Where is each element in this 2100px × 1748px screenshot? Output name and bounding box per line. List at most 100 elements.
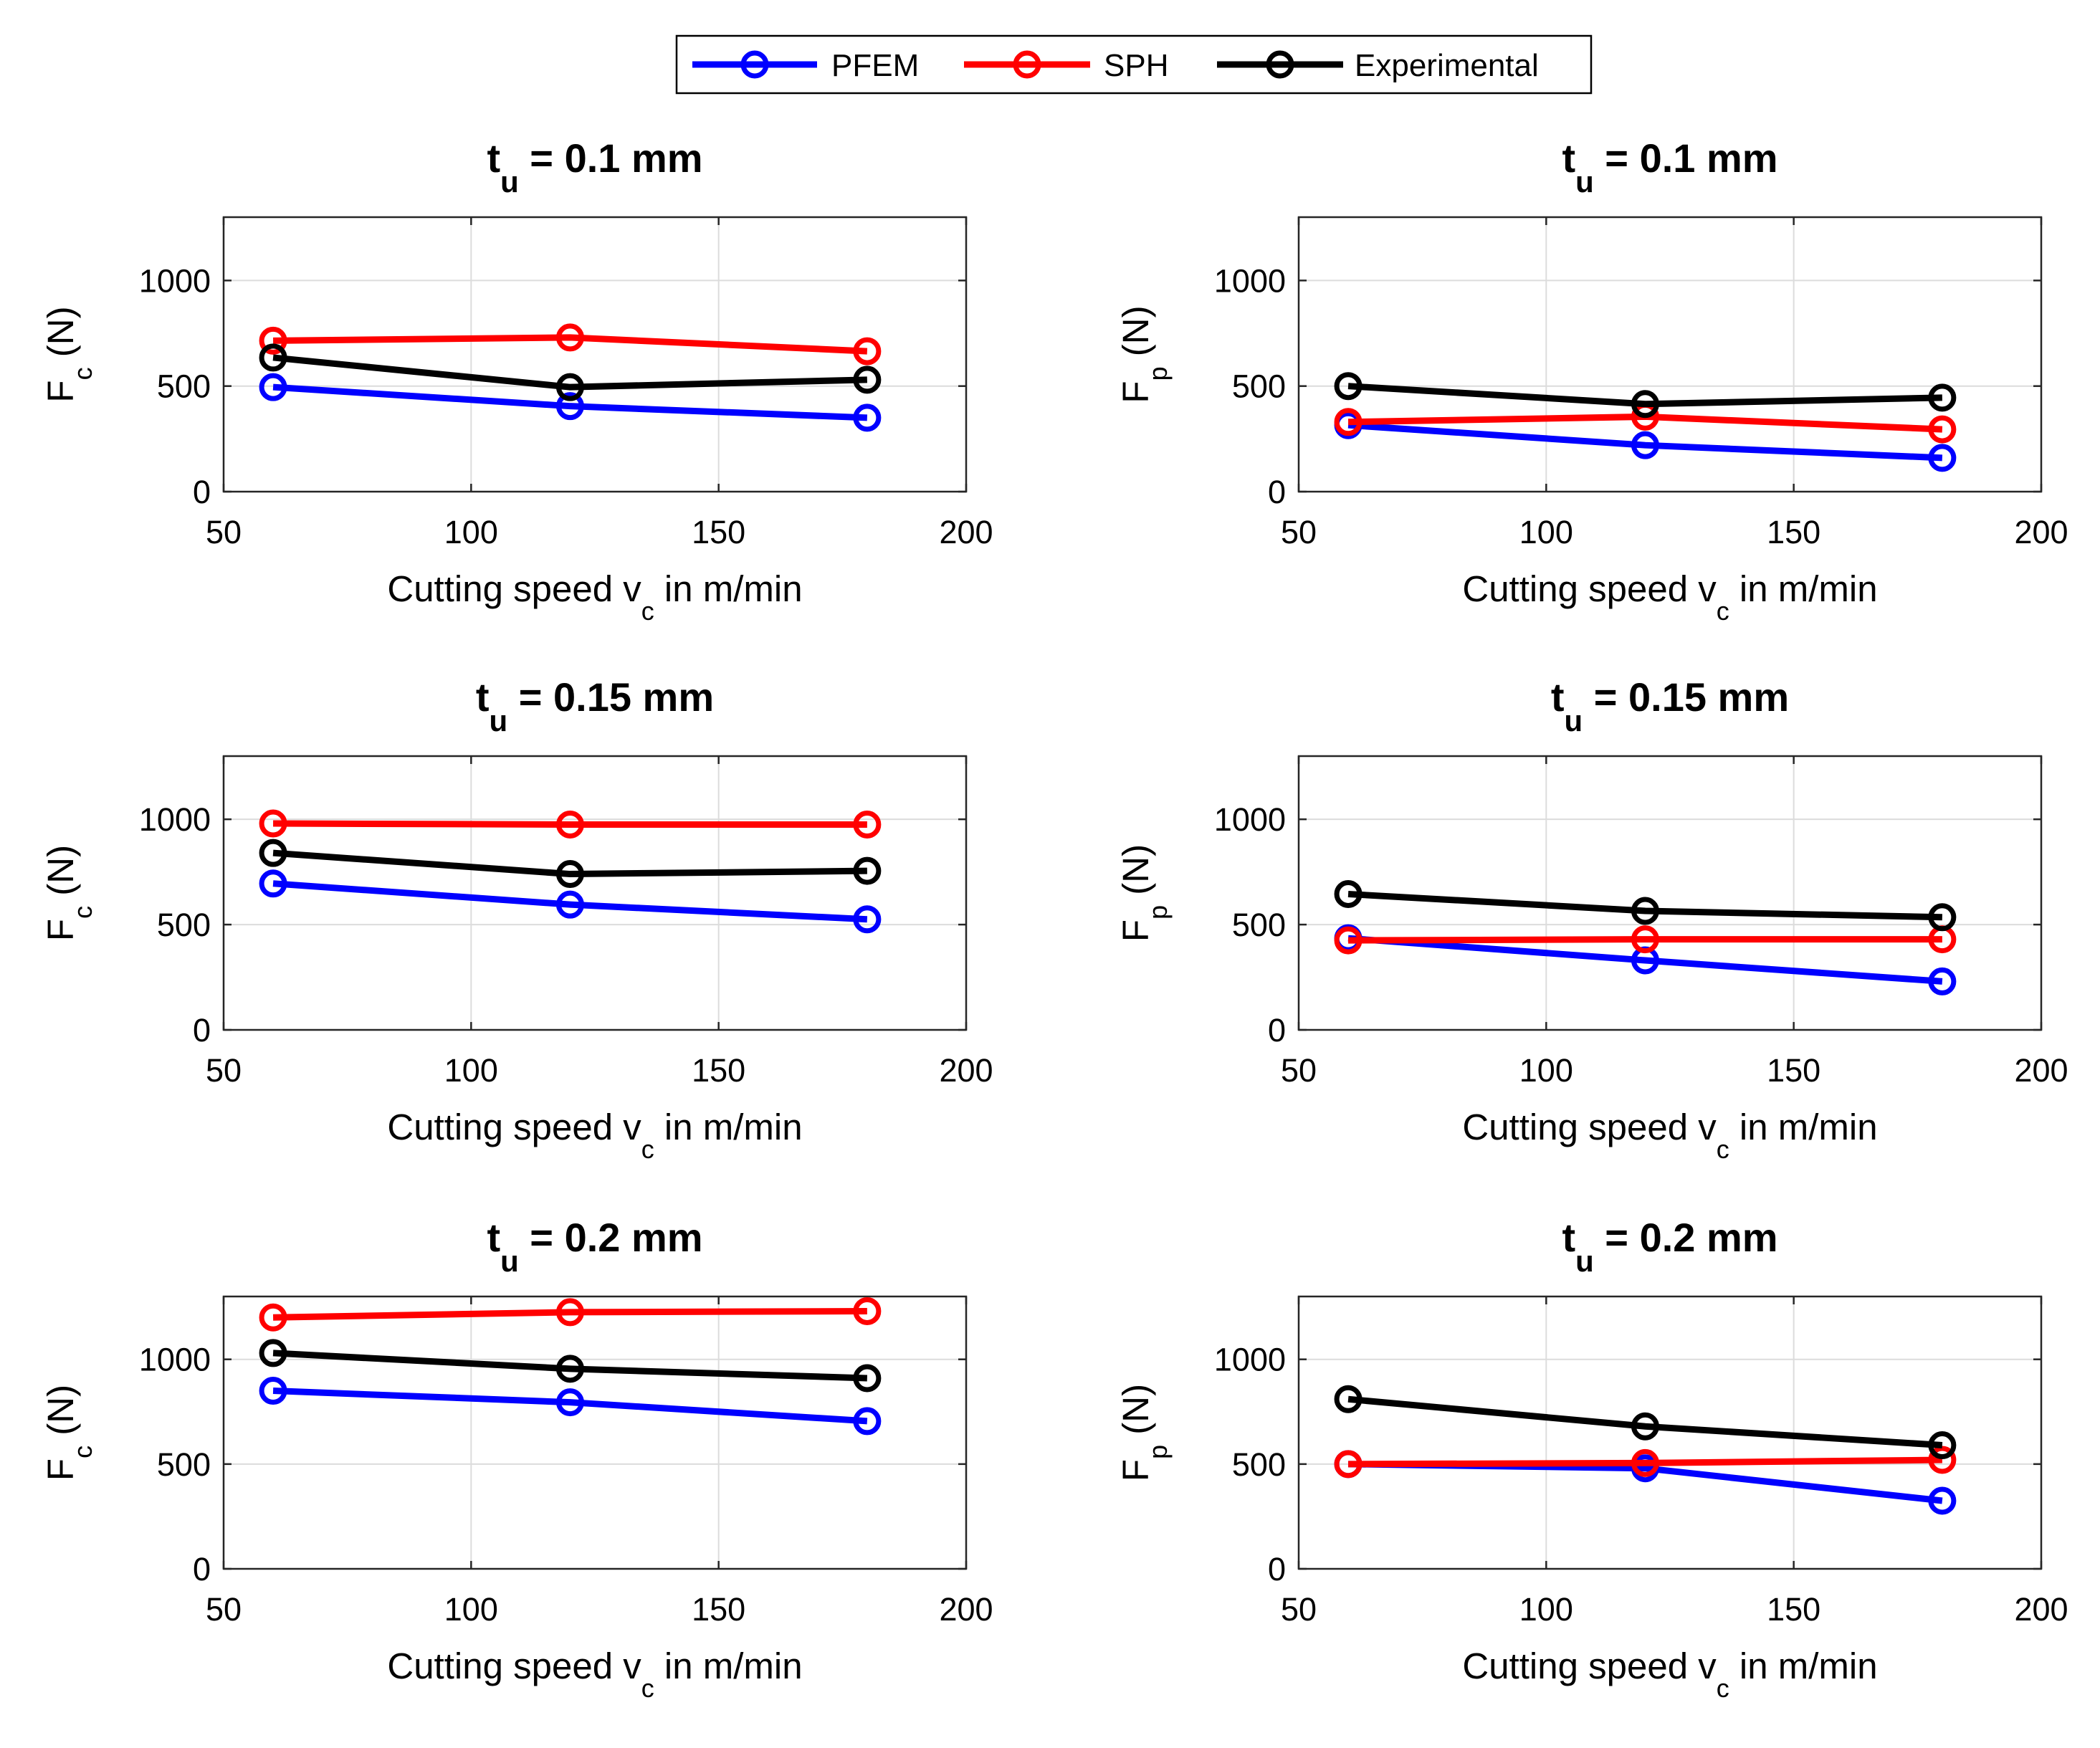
x-tick-label: 200	[939, 514, 993, 550]
x-axis-label: Cutting speed vc in m/min	[387, 1646, 802, 1703]
chart-title-subscript: u	[500, 1244, 519, 1278]
x-tick-label: 100	[1519, 1591, 1573, 1628]
x-tick-label: 50	[1281, 1591, 1317, 1628]
data-point-experimental: Experimental: 495	[555, 373, 584, 401]
data-point-experimental: Experimental: 840	[259, 839, 287, 867]
series-experimental: Experimental: 1030 Experimental: 955 Exper…	[259, 1339, 882, 1393]
data-point-experimental: Experimental: 530	[853, 366, 882, 394]
data-point-experimental: Experimental: 645	[1334, 879, 1362, 908]
series-sph: SPH: 425SPH: 430SPH: 430	[1334, 925, 1957, 955]
chart-title: tu = 0.2 mm	[1562, 1215, 1777, 1278]
series-line-pfem	[1347, 421, 1943, 462]
series-pfem: PFEM: 695 PFEM: 595 PFEM: 525	[259, 869, 882, 934]
y-tick-label: 0	[193, 474, 211, 510]
series-experimental: Experimental: 810 Experimental: 680 Experi…	[1334, 1385, 1957, 1460]
axes-box	[222, 755, 968, 1031]
legend-label: Experimental	[1355, 48, 1539, 83]
data-point-pfem: PFEM: 325	[1928, 1486, 1957, 1515]
x-tick-label: 50	[206, 514, 242, 550]
legend-marker-experimental	[1266, 50, 1294, 79]
chart-title-subscript: u	[500, 165, 519, 199]
x-tick-label: 150	[1767, 1591, 1820, 1628]
data-point-experimental: Experimental: 680	[1631, 1412, 1659, 1441]
x-tick-label: 50	[206, 1052, 242, 1089]
data-point-sph: SPH: 330	[1334, 408, 1362, 436]
legend: PFEM SPH Experimental	[675, 34, 1593, 95]
chart-title-rest: = 0.2 mm	[519, 1215, 703, 1260]
plot-area	[224, 1296, 966, 1569]
x-tick-label: 150	[692, 514, 745, 550]
series-sph: SPH: 1200 SPH: 1225 SPH: 1230	[259, 1296, 882, 1332]
x-tick-label: 150	[692, 1052, 745, 1089]
series-sph: SPH: 980 SPH: 975 SPH: 975	[259, 809, 882, 839]
y-tick-label: 500	[1232, 368, 1286, 405]
x-tick-label: 100	[444, 514, 498, 550]
y-tick-label: 1000	[139, 801, 211, 838]
y-tick-label: 0	[193, 1551, 211, 1587]
series-sph: SPH: 500 SPH: 505 SPH: 520	[1334, 1446, 1957, 1479]
series-line-sph	[1348, 1456, 1942, 1468]
legend-entry-pfem: PFEM	[692, 48, 919, 83]
axes-box	[1297, 1295, 2043, 1570]
x-tick-label: 150	[1767, 1052, 1820, 1089]
y-tick-label: 500	[157, 368, 211, 405]
legend-entry-experimental: Experimental	[1217, 48, 1539, 83]
plot-area	[1299, 756, 2041, 1030]
data-point-experimental: Experimental: 910	[853, 1364, 882, 1393]
data-point-pfem: PFEM: 705	[853, 1407, 882, 1436]
x-tick-label: 100	[1519, 1052, 1573, 1089]
axes-box	[222, 1295, 968, 1570]
y-axis-label: Fp (N)	[1115, 1384, 1173, 1481]
data-point-pfem: PFEM: 595	[555, 890, 584, 919]
data-point-experimental: Experimental: 810	[1334, 1385, 1362, 1413]
chart-title-subscript: u	[1565, 704, 1583, 737]
x-tick-label: 100	[444, 1052, 498, 1089]
y-tick-label: 0	[193, 1012, 211, 1049]
chart-title-main: t	[1562, 1215, 1575, 1260]
chart-panel-4: 50 100 150 200 0 500 1000 tu = 0.15 mm Cutting s…	[1115, 674, 2068, 1164]
data-point-experimental: Experimental: 635	[259, 343, 287, 372]
data-point-experimental: Experimental: 415	[1631, 390, 1659, 419]
x-tick-label: 100	[1519, 514, 1573, 550]
y-tick-label: 500	[157, 907, 211, 943]
y-tick-label: 500	[1232, 907, 1286, 943]
x-tick-label: 200	[2014, 1052, 2068, 1089]
plot-area	[224, 756, 966, 1030]
legend-marker-pfem	[740, 50, 769, 79]
data-point-sph: SPH: 1200	[259, 1303, 287, 1332]
data-point-sph: SPH: 520	[1928, 1446, 1957, 1474]
data-point-pfem: PFEM: 525	[853, 905, 882, 934]
series-line-experimental	[272, 849, 867, 878]
legend-box	[675, 34, 1593, 95]
data-point-pfem: PFEM: 850	[259, 1377, 287, 1405]
series-line-sph	[273, 334, 868, 355]
series-experimental: Experimental: 635 Experimental: 495 Experi…	[259, 343, 882, 401]
x-axis-label: Cutting speed vc in m/min	[1462, 1107, 1877, 1164]
x-axis-label: Cutting speed vc in m/min	[1462, 568, 1877, 626]
plot-area	[1299, 1296, 2041, 1569]
x-tick-label: 50	[206, 1591, 242, 1628]
chart-panel-1: 50 100 150 200 0 500 1000 tu = 0.1 mm Cutting sp…	[40, 135, 993, 626]
series-line-sph	[273, 820, 867, 828]
data-point-sph: SPH: 975	[555, 811, 584, 839]
chart-title: tu = 0.2 mm	[487, 1215, 702, 1278]
data-point-pfem: PFEM: 405	[555, 392, 584, 421]
data-point-experimental: Experimental: 590	[1928, 1431, 1957, 1460]
y-axis-label: Fc (N)	[40, 845, 97, 941]
series-sph: SPH: 715 SPH: 730 SPH: 665	[259, 323, 882, 366]
chart-title-main: t	[1551, 674, 1565, 720]
chart-title-rest: = 0.1 mm	[519, 135, 703, 181]
chart-title-main: t	[476, 674, 490, 720]
data-point-experimental: Experimental: 535	[1928, 903, 1957, 932]
series-line-sph	[272, 1307, 867, 1321]
chart-title-rest: = 0.2 mm	[1594, 1215, 1778, 1260]
x-axis-label: Cutting speed vc in m/min	[1462, 1646, 1877, 1703]
chart-title-rest: = 0.15 mm	[1583, 674, 1789, 720]
data-point-sph: SPH: 505	[1631, 1448, 1659, 1477]
series-experimental: Experimental: 840 Experimental: 740 Experi…	[259, 839, 882, 889]
data-point-experimental: Experimental: 500	[1334, 372, 1362, 401]
data-point-experimental: Experimental: 565	[1631, 897, 1659, 925]
legend-marker-sph	[1013, 50, 1041, 79]
x-tick-label: 100	[444, 1591, 498, 1628]
plot-area	[224, 217, 966, 492]
